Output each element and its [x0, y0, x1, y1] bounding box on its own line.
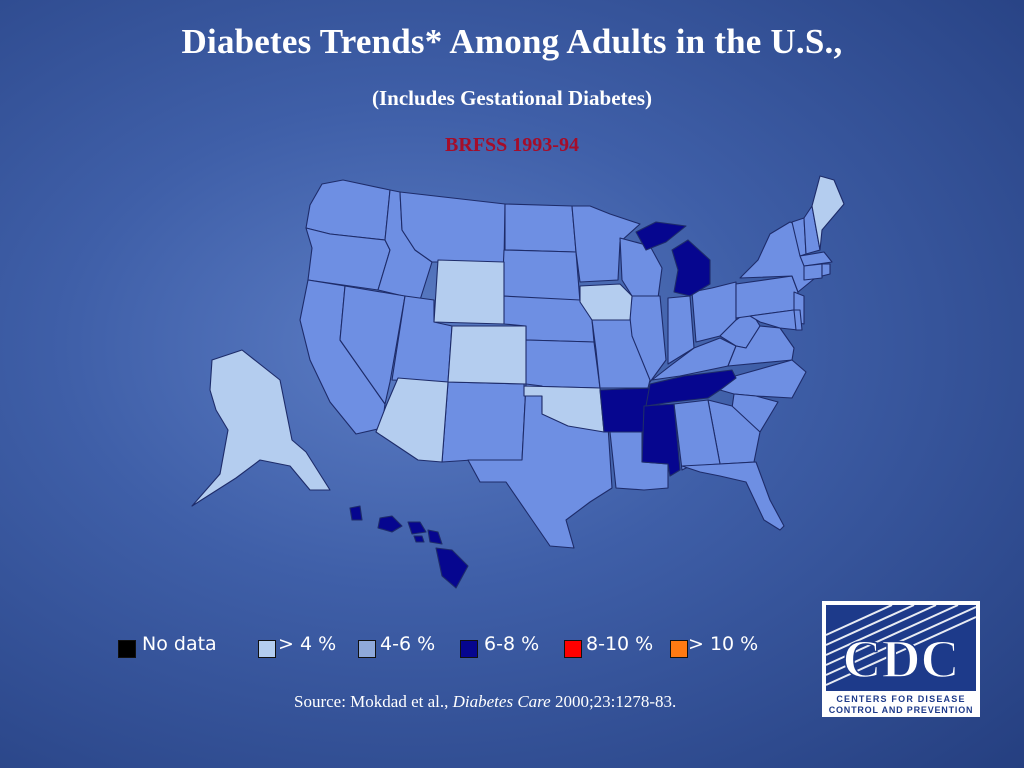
state-HI-1 [349, 505, 363, 521]
legend-swatch [460, 640, 478, 658]
state-MI [635, 221, 711, 297]
source-suffix: 2000;23:1278-83. [550, 692, 677, 711]
state-MS [641, 403, 681, 477]
state-KS [523, 339, 601, 389]
state-CT [803, 263, 823, 281]
state-KY [651, 337, 737, 381]
state-IA [579, 283, 633, 321]
state-DE [793, 309, 803, 331]
legend-swatch [670, 640, 688, 658]
state-ME [811, 175, 845, 251]
legend-swatch [564, 640, 582, 658]
source-citation: Source: Mokdad et al., Diabetes Care 200… [294, 692, 676, 712]
state-MD [749, 309, 799, 331]
us-diabetes-map [191, 175, 845, 589]
cdc-logo-graphic: CDC CENTERS FOR DISEASE CONTROL AND PREV… [825, 604, 977, 715]
state-SD [501, 249, 581, 303]
cdc-logo-text: CDC [843, 629, 960, 689]
legend-swatch [258, 640, 276, 658]
source-prefix: Source: Mokdad et al., [294, 692, 453, 711]
state-ND [504, 203, 577, 253]
legend-label: > 10 % [688, 633, 759, 655]
legend-label: No data [142, 633, 217, 655]
legend-swatch [358, 640, 376, 658]
state-LA [609, 431, 669, 491]
state-HI-5 [427, 529, 443, 545]
state-AK [191, 349, 331, 507]
state-FL [681, 461, 785, 531]
state-HI-3 [407, 521, 427, 535]
legend-swatch [118, 640, 136, 658]
slide-title: Diabetes Trends* Among Adults in the U.S… [181, 22, 843, 61]
state-HI-2 [377, 515, 403, 533]
state-CO [447, 325, 527, 385]
legend-label: 6-8 % [484, 633, 540, 655]
cdc-logo-line2: CONTROL AND PREVENTION [829, 705, 974, 715]
state-VA [727, 325, 795, 367]
legend-label: 4-6 % [380, 633, 436, 655]
state-NV [339, 285, 406, 405]
state-NM [441, 381, 527, 463]
cdc-logo: CDC CENTERS FOR DISEASE CONTROL AND PREV… [822, 601, 980, 717]
cdc-logo-line1: CENTERS FOR DISEASE [836, 694, 965, 704]
legend-label: > 4 % [278, 633, 337, 655]
state-MA [799, 251, 833, 267]
state-HI-6 [435, 547, 469, 589]
state-HI-4 [413, 535, 425, 543]
state-WY [433, 259, 505, 325]
state-WI [619, 237, 663, 299]
state-TN [645, 369, 737, 407]
state-MO [591, 317, 651, 389]
state-RI [821, 263, 831, 277]
survey-period: BRFSS 1993-94 [445, 134, 579, 156]
slide-subtitle: (Includes Gestational Diabetes) [372, 86, 652, 110]
state-AZ [375, 377, 449, 463]
source-journal: Diabetes Care [452, 692, 551, 711]
legend-label: 8-10 % [586, 633, 654, 655]
